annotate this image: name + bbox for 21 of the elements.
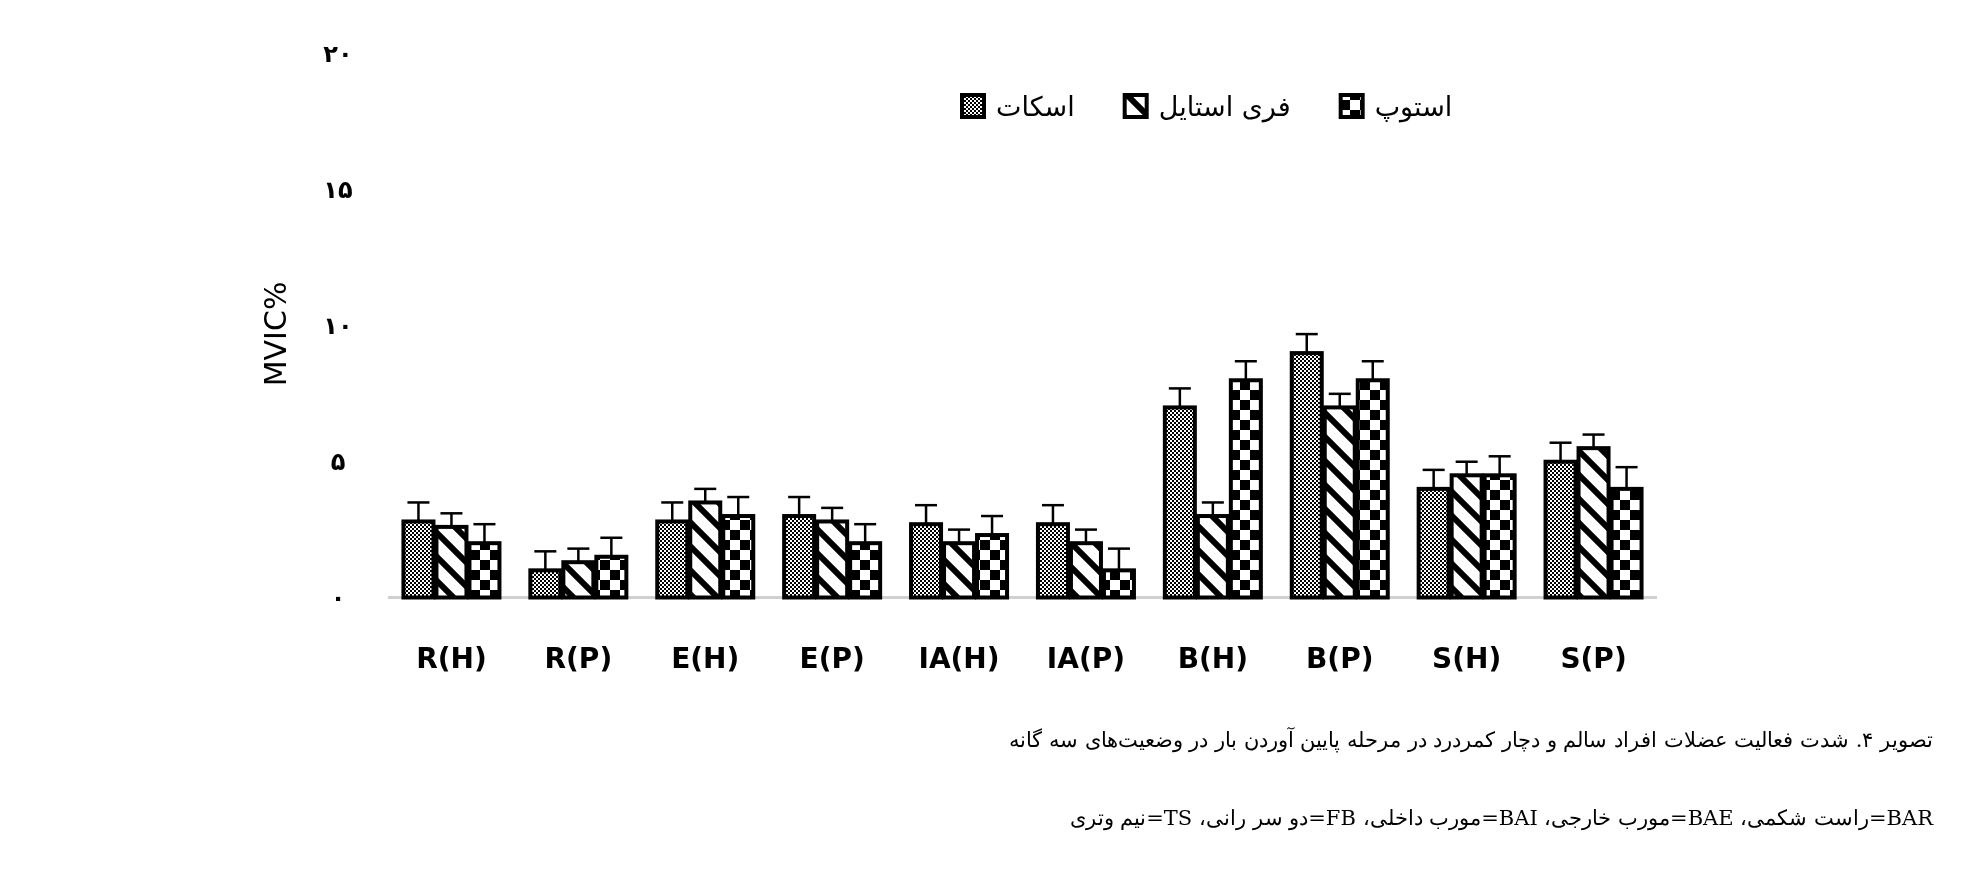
y-tick-label: ۲۰ <box>323 40 353 69</box>
legend-label: فری استایل <box>1158 91 1291 123</box>
x-tick-label: S(P) <box>1560 642 1627 675</box>
x-tick-label: E(H) <box>671 642 740 675</box>
x-tick-label: E(P) <box>799 642 865 675</box>
x-tick-label: IA(H) <box>918 642 1000 675</box>
x-tick-label: B(P) <box>1306 642 1374 675</box>
y-tick-label: ۱۰ <box>323 311 353 340</box>
text: تصویر ۴. شدت فعالیت عضلات افراد سالم و دچار کمردرد در مرحله پایین آوردن بار در وضعیت‌های سه گانه <box>1009 728 1933 752</box>
legend-label: استوپ <box>1374 91 1453 123</box>
x-tick-label: R(H) <box>416 642 487 675</box>
x-tick-label: S(H) <box>1432 642 1502 675</box>
y-tick-label: ۰ <box>330 583 346 612</box>
x-tick-label: R(P) <box>544 642 613 675</box>
y-axis-title: MVIC% <box>258 281 293 387</box>
legend-label: اسکات <box>996 91 1075 122</box>
text: BAR=راست شکمی، BAE=مورب خارجی، BAI=مورب داخلی، FB=دو سر رانی، TS=نیم وتری <box>1069 806 1933 830</box>
x-tick-label: B(H) <box>1177 642 1249 675</box>
y-tick-label: ۵ <box>330 447 346 476</box>
x-tick-label: IA(P) <box>1046 642 1126 675</box>
y-tick-label: ۱۵ <box>323 176 353 205</box>
